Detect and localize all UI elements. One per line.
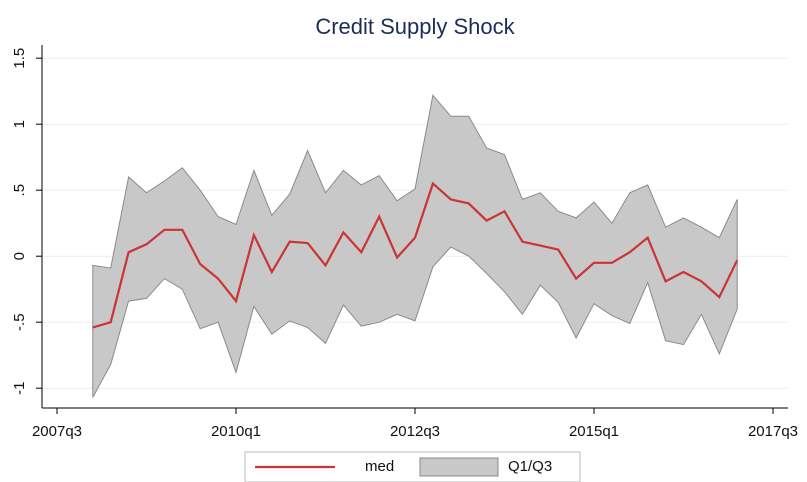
y-tick-label: -.5 <box>11 313 28 331</box>
y-tick-label: 1.5 <box>11 48 28 69</box>
x-tick-label: 2015q1 <box>569 423 619 440</box>
y-tick-label: 0 <box>11 252 28 260</box>
x-tick-label: 2012q3 <box>390 423 440 440</box>
x-tick-label: 2017q3 <box>748 423 798 440</box>
legend-label: Q1/Q3 <box>508 458 552 475</box>
legend-label: med <box>365 458 394 475</box>
median-line <box>92 181 739 329</box>
legend-swatch <box>419 457 499 477</box>
y-tick-label: -1 <box>11 382 28 395</box>
y-tick-label: .5 <box>11 184 28 197</box>
chart-title: Credit Supply Shock <box>315 14 515 39</box>
x-tick-label: 2010q1 <box>211 423 261 440</box>
x-tick-label: 2007q3 <box>32 423 82 440</box>
iqr-band <box>92 94 738 398</box>
y-tick-label: 1 <box>11 120 28 128</box>
